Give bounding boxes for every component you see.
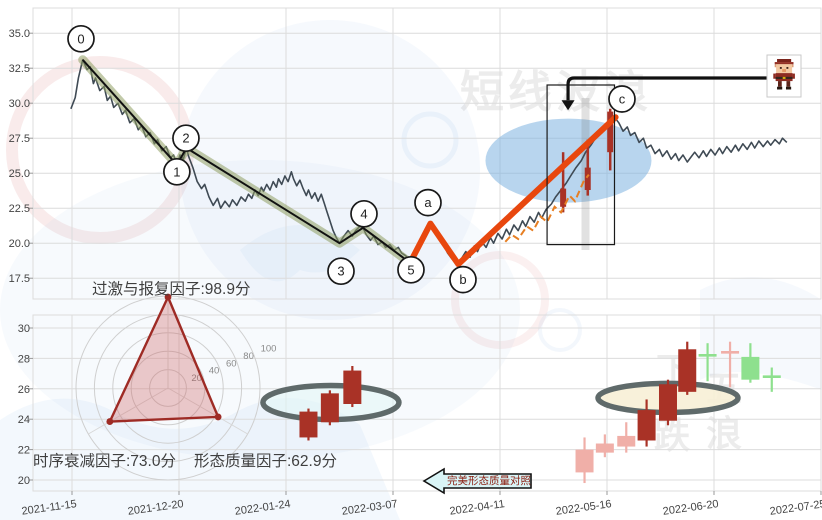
wave-marker-circle-1 — [163, 157, 191, 186]
wave-marker-label-3: 3 — [337, 264, 344, 279]
bottom-y-tick-label: 20 — [18, 475, 30, 487]
x-tick-label: 2022-05-16 — [555, 498, 612, 518]
time-decay-score: 时序衰减因子:73.0分 — [33, 453, 176, 470]
wave-marker-label-c: c — [619, 92, 626, 107]
x-tick-label: 2022-04-11 — [449, 498, 506, 518]
wave-marker-circle-0 — [67, 24, 95, 53]
wave-marker-circle-4 — [350, 199, 378, 228]
radar-ring-label: 60 — [226, 358, 237, 369]
radar-vertex-dot — [106, 418, 114, 425]
wave-marker-label-a: a — [424, 195, 432, 210]
top-y-tick-label: 30.0 — [9, 98, 30, 110]
bottom-y-tick-label: 22 — [18, 445, 30, 457]
dashed-projection-line — [504, 173, 590, 243]
bottom-y-tick-label: 24 — [18, 414, 30, 426]
bottom-y-tick-label: 28 — [18, 353, 30, 365]
wave-marker-circle-3 — [327, 257, 355, 286]
abc-wave-line — [407, 114, 619, 268]
radar-ring-label: 100 — [261, 344, 277, 355]
x-tick-label: 2022-07-25 — [769, 498, 822, 518]
left-arrow-shape — [422, 467, 532, 495]
wave-marker-circle-c — [608, 85, 636, 113]
wave-marker-label-4: 4 — [360, 206, 367, 221]
wave-marker-circle-a — [414, 188, 442, 217]
radar-ring-label: 40 — [209, 366, 220, 377]
radar-footer-scores: 时序衰减因子:73.0分 形态质量因子:62.9分 — [33, 449, 337, 471]
left-pattern-candle-body — [320, 393, 339, 423]
left-pattern-candle-body — [299, 411, 318, 438]
callout-arrowhead-icon — [561, 100, 575, 111]
right-pattern-candle-body — [637, 410, 656, 441]
right-pattern-candle-body — [595, 443, 614, 453]
top-y-tick-label: 17.5 — [9, 273, 30, 285]
x-tick-label: 2022-01-24 — [234, 498, 291, 518]
top-y-tick-label: 35.0 — [9, 28, 30, 40]
wave-marker-label-b: b — [459, 272, 466, 287]
right-pattern-candle-body — [741, 356, 760, 380]
impulse-candle-body — [560, 188, 567, 207]
radar-title-score: 过激与报复因子:98.9分 — [92, 281, 251, 298]
top-y-tick-label: 22.5 — [9, 203, 30, 215]
downtrend-line — [81, 59, 411, 264]
impulse-candle-body — [607, 111, 614, 153]
radar-vertex-dot — [214, 413, 222, 421]
comparison-arrow-label: 完美形态质量对照 — [447, 475, 531, 487]
x-tick-label: 2021-11-15 — [21, 498, 78, 518]
right-pattern-candle-body — [678, 349, 697, 392]
wave-marker-label-0: 0 — [77, 31, 84, 46]
right-pattern-candle-body — [617, 435, 636, 447]
top-y-tick-label: 32.5 — [9, 63, 30, 75]
downtrend-band — [78, 55, 415, 268]
wave-marker-label-2: 2 — [182, 131, 189, 146]
wave-marker-label-5: 5 — [407, 262, 414, 277]
wave-marker-label-1: 1 — [173, 164, 180, 179]
right-pattern-candle-body — [658, 384, 677, 421]
comparison-arrow — [422, 467, 532, 495]
top-y-tick-label: 27.5 — [9, 133, 30, 145]
radar-spoke — [167, 387, 248, 435]
radar-polygon — [107, 294, 220, 423]
wave-marker-circle-b — [449, 265, 477, 294]
x-tick-label: 2021-12-20 — [127, 498, 184, 518]
top-y-tick-label: 25.0 — [9, 168, 30, 180]
bottom-y-tick-label: 30 — [18, 323, 30, 335]
radar-spoke — [88, 387, 169, 435]
bottom-y-tick-label: 26 — [18, 384, 30, 396]
radar-vertex-dot — [164, 293, 172, 301]
radar-ring-label: 80 — [243, 351, 254, 362]
right-pattern-candle-body — [575, 449, 594, 473]
corner-watermark-char: 浪 — [706, 413, 743, 454]
x-tick-label: 2022-03-07 — [341, 498, 398, 518]
left-pattern-candle-body — [343, 370, 362, 404]
x-tick-label: 2022-06-20 — [662, 498, 719, 518]
wave-marker-circle-2 — [172, 124, 200, 153]
top-plot-frame — [32, 7, 822, 300]
top-y-tick-label: 20.0 — [9, 238, 30, 250]
impulse-candle-body — [584, 167, 591, 190]
pattern-quality-score: 形态质量因子:62.9分 — [193, 453, 337, 470]
radar-ring-label: 20 — [191, 373, 202, 384]
wave-marker-circle-5 — [397, 255, 425, 284]
callout-arrow-line — [566, 76, 768, 101]
focus-rect — [546, 84, 616, 246]
